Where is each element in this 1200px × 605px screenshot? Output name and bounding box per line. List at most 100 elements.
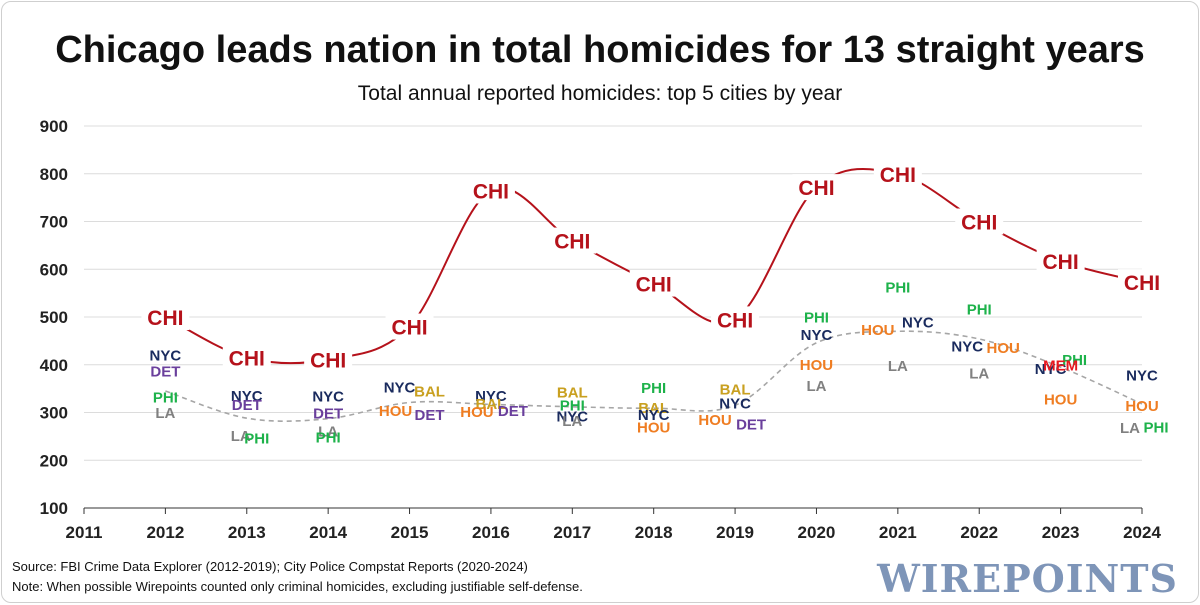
y-tick-label: 500 [40,308,68,327]
city-data-label: LA [231,428,251,445]
x-tick-label: 2021 [879,523,917,542]
city-data-label: HOU [698,412,731,429]
y-tick-label: 400 [40,356,68,375]
city-data-label: PHI [885,279,910,296]
city-data-label: DET [232,397,262,414]
city-data-label: LA [1120,420,1140,437]
city-data-label: PHI [804,309,829,326]
x-tick-label: 2012 [146,523,184,542]
city-data-label: BAL [638,400,669,417]
chicago-line [164,167,1143,365]
city-data-label: BAL [414,383,445,400]
chi-label-bg [222,344,271,371]
city-data-label: HOU [861,322,894,339]
chi-label-bg [711,306,760,333]
methodology-note: Note: When possible Wirepoints counted o… [12,579,583,594]
city-data-label: DET [498,403,528,420]
chi-data-label: CHI [1124,272,1160,295]
chart-subtitle: Total annual reported homicides: top 5 c… [358,82,842,105]
city-data-label: NYC [231,388,263,405]
x-tick-label: 2023 [1042,523,1080,542]
chi-label-bg [1118,269,1166,296]
chi-label-bg [792,174,841,201]
city-data-label: LA [155,405,175,422]
city-data-label: PHI [153,390,178,407]
city-data-label: NYC [384,380,416,397]
chi-data-label: CHI [961,212,997,235]
chi-data-label: CHI [391,317,427,340]
city-data-label: NYC [150,348,182,365]
city-data-label: LA [318,424,338,441]
chi-label-bg [141,304,190,330]
chi-label-bg [385,313,434,340]
y-tick-label: 200 [40,451,68,470]
city-data-label: NYC [801,327,833,344]
x-tick-label: 2018 [635,523,673,542]
chi-data-label: CHI [310,349,346,372]
city-data-label: NYC [556,408,588,425]
city-data-label: LA [562,413,582,430]
chi-label-bg [466,177,515,204]
chi-data-label: CHI [554,231,590,254]
x-tick-label: 2024 [1123,523,1161,542]
city-data-label: PHI [1143,419,1168,436]
city-data-label: PHI [1062,352,1087,369]
city-data-label: HOU [1044,392,1077,409]
y-tick-label: 900 [40,117,68,136]
city-data-label: BAL [720,382,751,399]
chi-label-bg [304,346,353,373]
chi-label-bg [629,270,678,297]
chi-data-label: CHI [880,164,916,187]
city-data-label: BAL [476,396,507,413]
city-data-label: HOU [379,403,412,420]
chi-data-label: CHI [636,274,672,297]
y-tick-label: 800 [40,165,68,184]
city-data-label: NYC [475,388,507,405]
city-data-label: HOU [460,404,493,421]
y-tick-label: 600 [40,260,68,279]
city-data-label: HOU [1125,398,1158,415]
city-data-label: PHI [560,397,585,414]
city-data-label: DET [736,416,766,433]
x-tick-label: 2011 [66,523,103,542]
city-data-label: HOU [637,419,670,436]
city-data-label: NYC [1035,361,1067,378]
city-data-label: NYC [312,389,344,406]
chi-data-label: CHI [229,348,265,371]
city-data-label: PHI [967,301,992,318]
x-axis: 2011 2012 2013 2014 2015 2016 2017 2018 2019 2020… [66,507,1161,542]
data-labels: CHI CHI CHI CHI CHI CHI CHI CHI CHI CHI CHI CHI CHI N… [141,160,1169,447]
city-data-label: BAL [557,384,588,401]
city-data-label: PHI [316,429,341,446]
x-tick-label: 2016 [472,523,510,542]
chi-data-label: CHI [147,307,183,330]
city-data-label: DET [313,405,343,422]
city-data-label: DET [415,407,445,424]
x-tick-label: 2019 [716,523,754,542]
city-data-label: NYC [1126,368,1158,385]
chi-label-bg [873,160,922,187]
city-data-label: PHI [244,430,269,447]
city-data-label: HOU [800,357,833,374]
city-data-label: HOU [987,340,1020,357]
city-data-label: PHI [641,380,666,397]
x-tick-label: 2020 [798,523,836,542]
chi-label-bg [548,227,597,254]
chi-data-label: CHI [473,180,509,203]
chi-label-bg [955,208,1004,235]
city-data-label: LA [888,358,908,375]
y-tick-label: 300 [40,404,68,423]
x-tick-label: 2022 [960,523,998,542]
source-note: Source: FBI Crime Data Explorer (2012-20… [12,559,528,574]
city-data-label: DET [150,363,180,380]
city-data-label: NYC [719,395,751,412]
city-data-label: LA [969,365,989,382]
brand-logo: WIREPOINTS [876,556,1178,601]
chi-label-bg [1036,248,1085,275]
chart-title: Chicago leads nation in total homicides … [55,29,1145,71]
y-axis: 100 200 300 400 500 600 700 800 900 [40,117,68,518]
y-tick-label: 700 [40,213,68,232]
city-data-label: NYC [902,315,934,332]
x-tick-label: 2013 [228,523,266,542]
